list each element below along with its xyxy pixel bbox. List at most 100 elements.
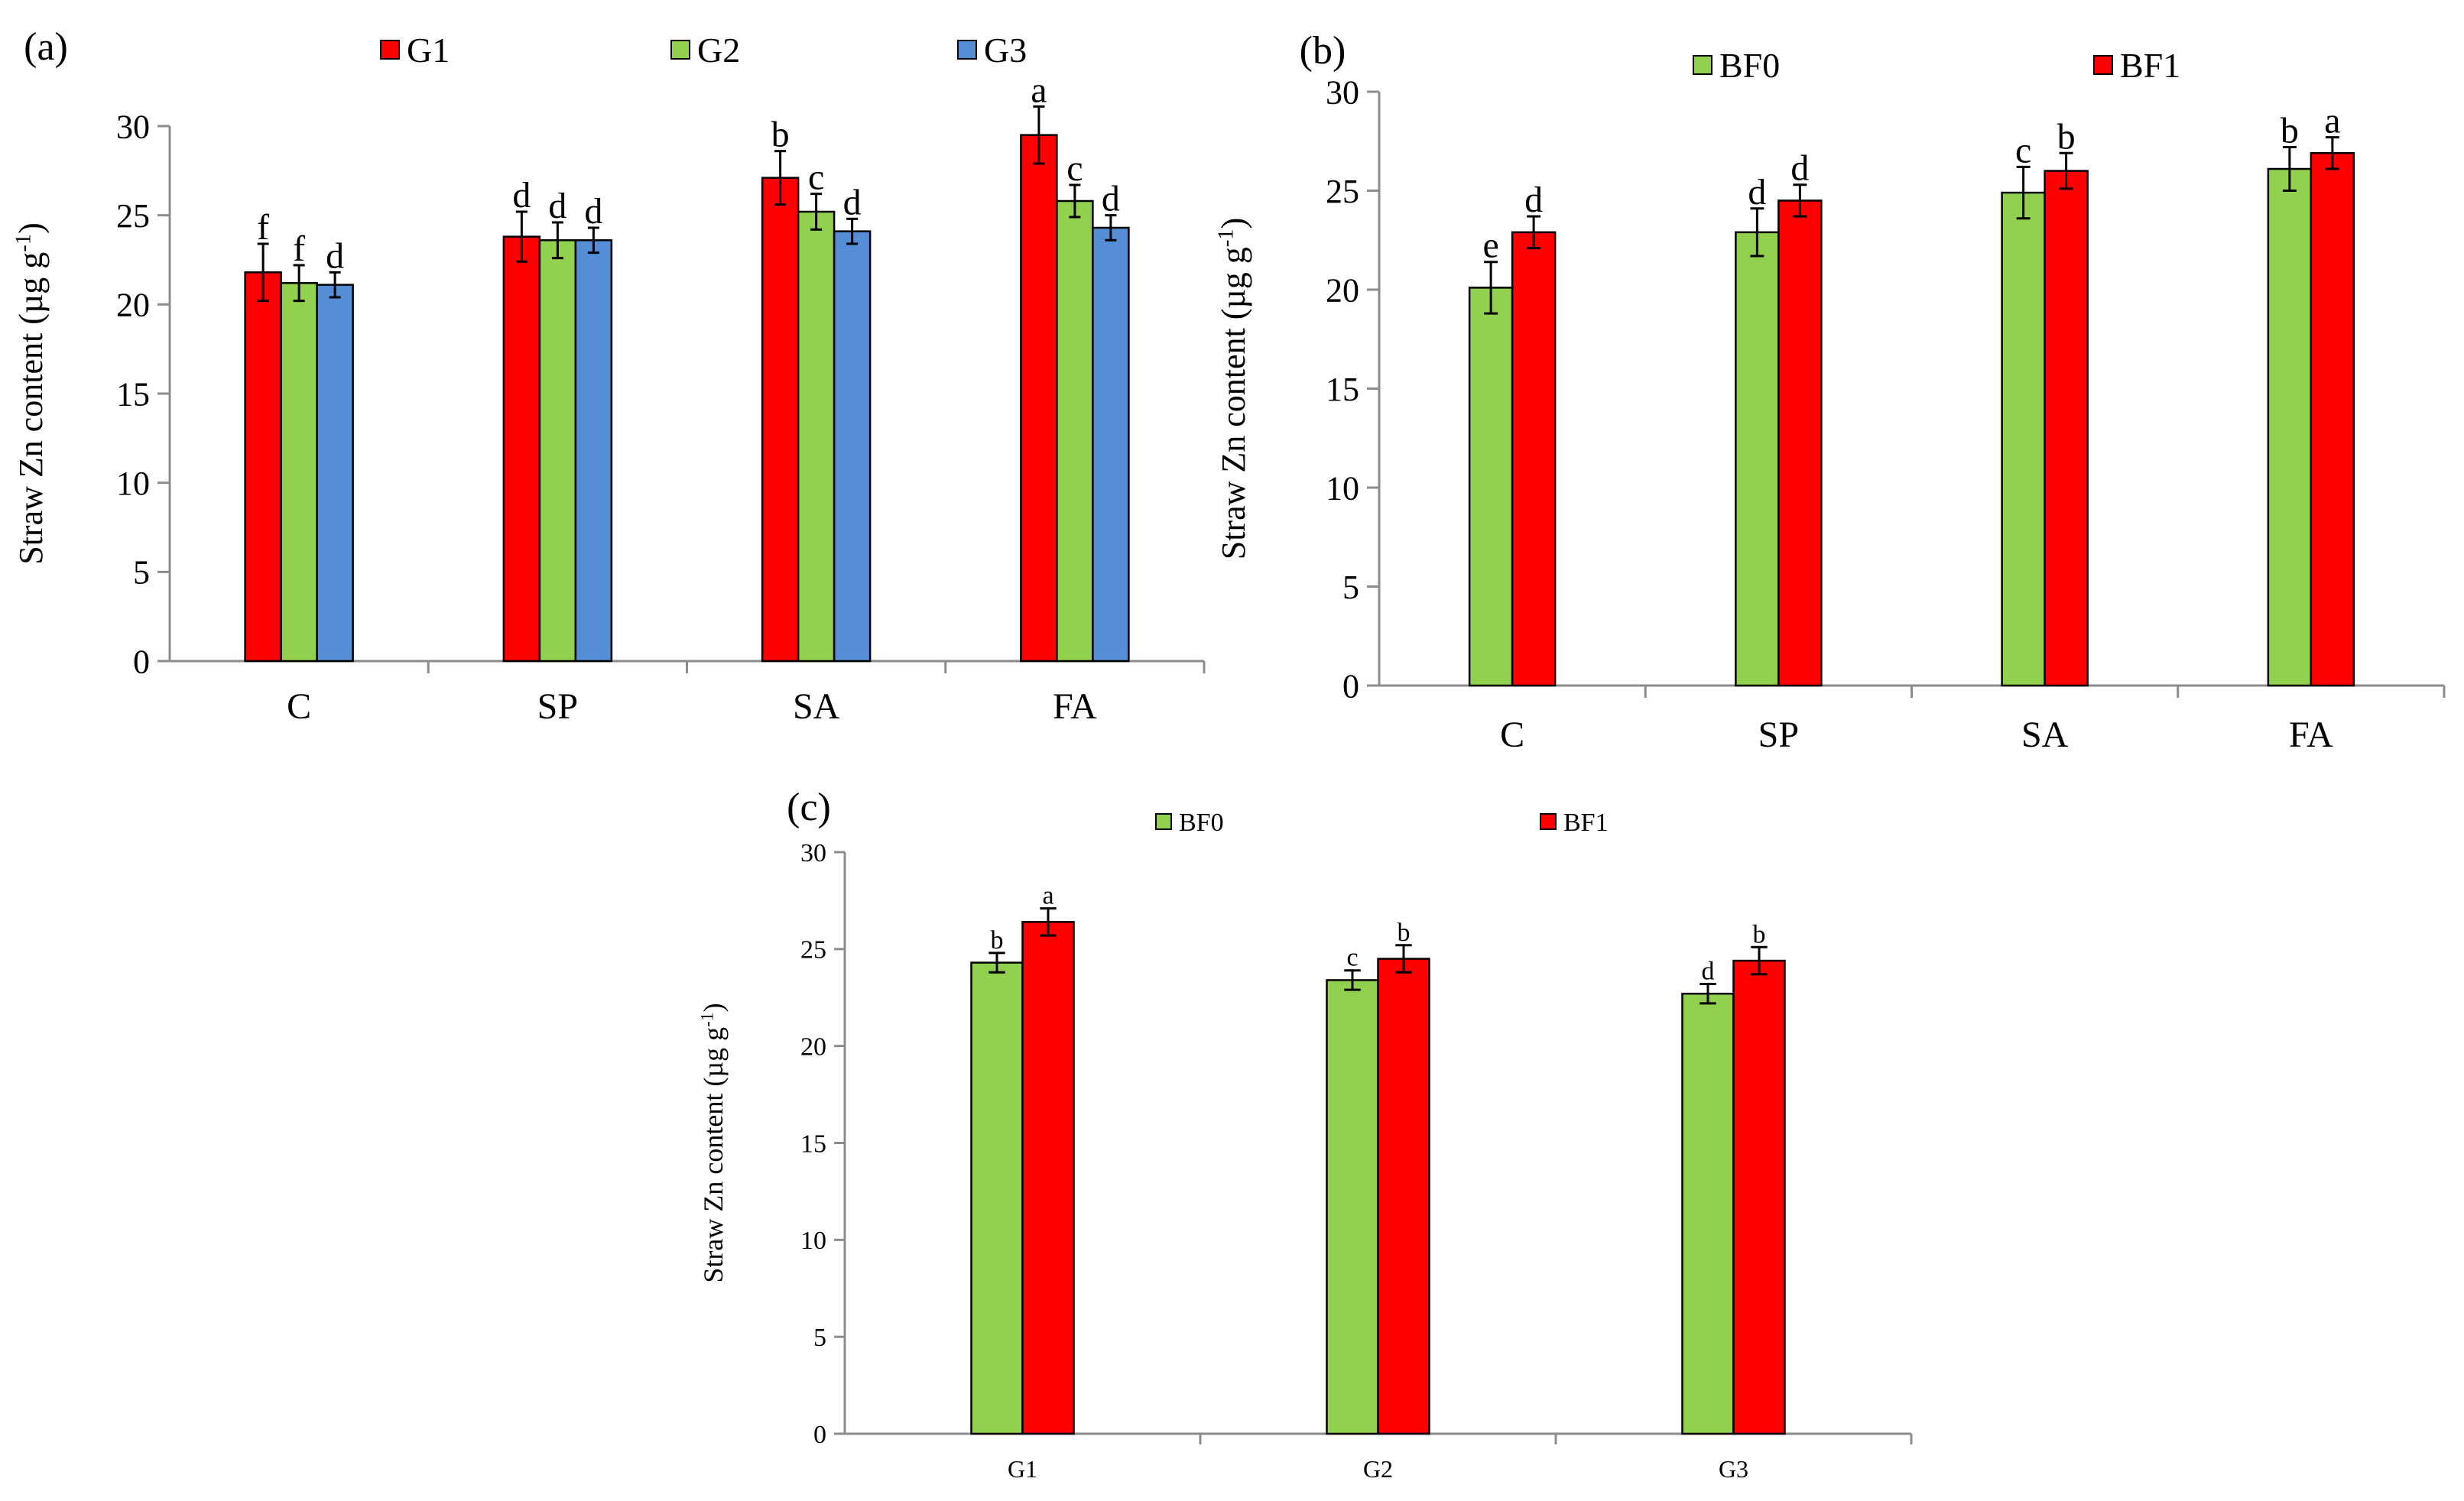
legend-label-g3: G3 [984, 31, 1027, 70]
panel-label: (a) [24, 25, 68, 69]
y-tick-label: 15 [116, 375, 150, 413]
y-tick-label: 20 [1326, 271, 1359, 309]
y-tick-label: 10 [116, 465, 150, 502]
significance-letter: d [584, 191, 602, 232]
x-tick-label: FA [2289, 715, 2333, 755]
legend-swatch-g1 [380, 40, 400, 60]
legend-swatch-bf0 [1155, 813, 1172, 830]
x-tick-label: SP [537, 686, 578, 727]
y-tick-label: 5 [1342, 569, 1359, 606]
bar-g3-fa [1092, 226, 1130, 663]
significance-letter: c [2015, 130, 2031, 170]
legend-label-bf0: BF0 [1179, 809, 1224, 837]
legend-label-bf1: BF1 [1563, 809, 1609, 837]
bar-bf0-sa [2001, 191, 2046, 687]
significance-letter: d [512, 175, 531, 216]
bar-g3-c [316, 284, 354, 663]
y-axis-label: Straw Zn content (µg g-1) [12, 222, 50, 565]
legend-swatch-bf1 [2093, 55, 2113, 75]
y-axis-label: Straw Zn content (µg g-1) [1215, 218, 1252, 560]
y-tick-label: 25 [800, 936, 826, 964]
x-tick-label: FA [1053, 686, 1097, 727]
x-tick-label: C [287, 686, 311, 727]
bar-bf0-c [1468, 287, 1514, 687]
y-tick-label: 30 [800, 839, 826, 867]
x-tick-label: G1 [1008, 1455, 1037, 1483]
significance-letter: e [1482, 225, 1498, 266]
bar-g1-sp [502, 235, 541, 663]
significance-letter: d [1524, 180, 1543, 220]
significance-letter: b [2281, 111, 2299, 151]
significance-letter: f [293, 229, 305, 269]
significance-letter: a [2324, 101, 2340, 141]
y-tick-label: 0 [813, 1421, 826, 1449]
x-tick-label: C [1500, 715, 1524, 755]
bar-bf1-fa [2310, 152, 2355, 687]
significance-letter: b [771, 115, 790, 155]
significance-letter: b [1753, 920, 1766, 948]
bar-bf0-g3 [1681, 992, 1735, 1435]
significance-letter: d [1790, 148, 1809, 189]
y-tick-label: 10 [800, 1227, 826, 1255]
significance-letter: b [991, 926, 1004, 955]
significance-letter: d [548, 186, 566, 226]
y-tick-label: 25 [116, 197, 150, 235]
bar-bf1-g3 [1732, 959, 1786, 1435]
significance-letter: c [808, 157, 824, 198]
legend-swatch-bf1 [1540, 813, 1557, 830]
significance-letter: c [1066, 148, 1083, 189]
y-tick-label: 30 [1326, 73, 1359, 111]
x-tick-label: G3 [1719, 1455, 1748, 1483]
panel-label: (b) [1300, 29, 1346, 73]
x-tick-label: SA [2021, 715, 2069, 755]
legend-swatch-g2 [670, 40, 690, 60]
bar-g1-sa [761, 177, 800, 663]
bar-g1-c [244, 271, 282, 663]
bar-bf1-g1 [1021, 921, 1075, 1435]
significance-letter: a [1031, 70, 1047, 110]
significance-letter: d [1702, 957, 1715, 985]
bar-bf0-fa [2267, 167, 2313, 687]
bar-bf0-g2 [1326, 979, 1379, 1435]
bar-bf1-sp [1777, 199, 1823, 687]
y-tick-label: 0 [1342, 667, 1359, 705]
significance-letter: a [1042, 882, 1053, 910]
bar-bf0-sp [1735, 231, 1780, 687]
bar-bf1-sa [2044, 170, 2089, 687]
y-tick-label: 25 [1326, 173, 1359, 210]
panel-c-chart: (c) Straw Zn content (µg g-1) 0 5 10 15 20 25 30… [697, 786, 1913, 1483]
x-tick-label: SP [1758, 715, 1799, 755]
bar-g2-c [280, 282, 318, 663]
y-tick-label: 20 [800, 1033, 826, 1062]
legend-label-bf0: BF0 [1719, 46, 1780, 85]
significance-letter: d [1748, 172, 1766, 212]
bar-g3-sa [833, 230, 872, 663]
significance-letter: b [2057, 116, 2076, 157]
panel-b-chart: (b) Straw Zn content (µg g-1) 0 5 10 15 20 25 30… [1215, 29, 2446, 755]
significance-letter: c [1346, 944, 1358, 972]
bar-g1-fa [1020, 134, 1058, 663]
bar-g2-sa [797, 210, 836, 663]
y-tick-label: 20 [116, 287, 150, 324]
y-tick-label: 30 [116, 108, 150, 145]
y-tick-label: 5 [133, 554, 150, 592]
y-tick-label: 15 [1326, 371, 1359, 408]
bar-g3-sp [574, 239, 613, 663]
bar-g2-sp [538, 239, 577, 663]
legend-label-bf1: BF1 [2120, 46, 2180, 85]
significance-letter: d [1102, 179, 1120, 219]
panel-a-chart: (a) Straw Zn content (µg g-1) 0 5 10 15 20 25 30… [12, 25, 1206, 727]
y-tick-label: 5 [813, 1324, 826, 1352]
bar-bf1-g2 [1377, 958, 1430, 1435]
bar-bf1-c [1511, 231, 1557, 687]
legend-label-g1: G1 [407, 31, 450, 70]
significance-letter: d [843, 182, 862, 222]
x-tick-label: SA [793, 686, 840, 727]
significance-letter: f [257, 207, 269, 248]
legend-swatch-g3 [957, 40, 977, 60]
y-tick-label: 15 [800, 1130, 826, 1158]
bar-g2-fa [1056, 199, 1094, 663]
legend-label-g2: G2 [697, 31, 740, 70]
significance-letter: b [1398, 919, 1411, 947]
